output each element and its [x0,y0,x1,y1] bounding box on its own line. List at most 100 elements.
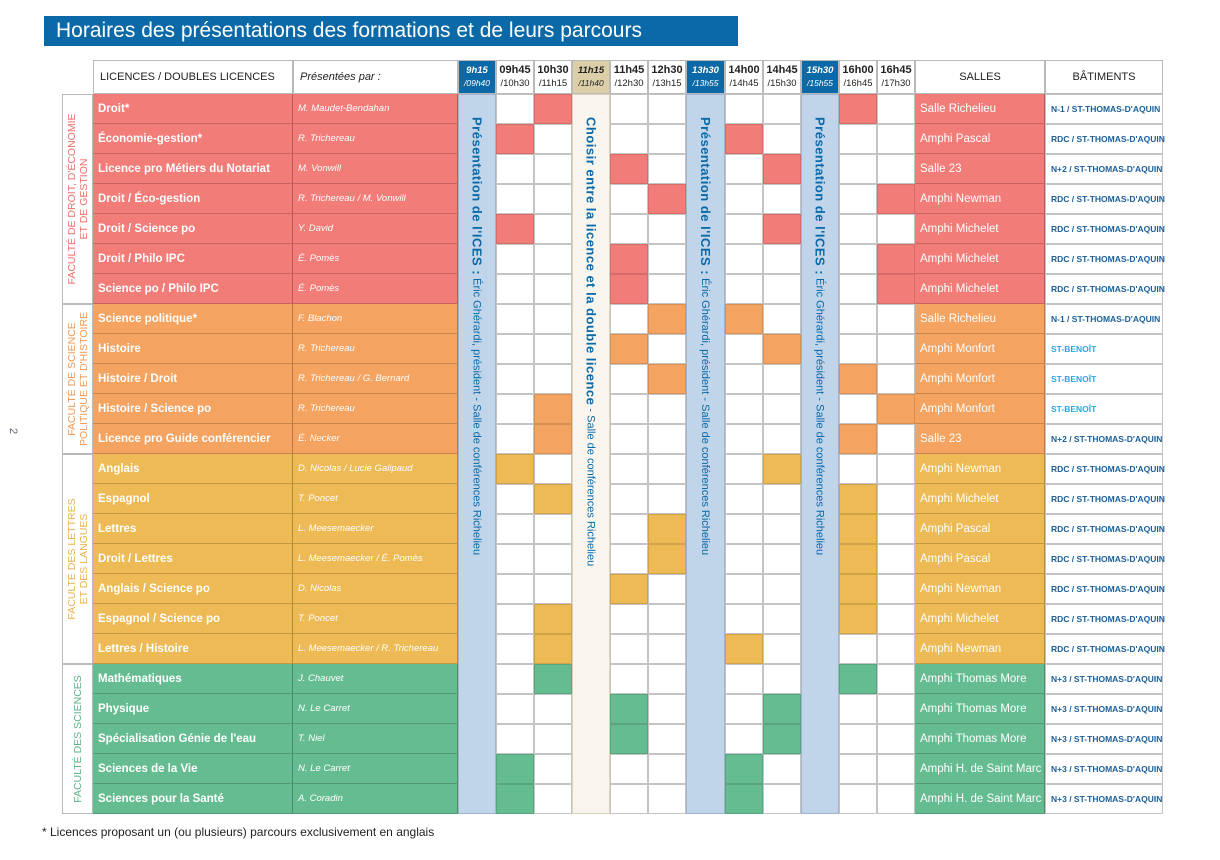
batiment-name: N+2 / ST-THOMAS-D'AQUIN [1051,434,1163,444]
schedule-cell [648,784,686,814]
salle: Amphi Newman [915,454,1045,484]
timeslot-end: /10h30 [500,78,530,89]
presenter: É. Pomès [293,244,458,274]
licence-label: Lettres [98,522,137,535]
licence-name: Science politique* [93,304,293,334]
schedule-cell [725,694,763,724]
licence-label: Licence pro Métiers du Notariat [98,162,270,175]
timeslot-header: 16h00/16h45 [839,60,877,94]
salle-name: Amphi Thomas More [920,672,1027,685]
batiment: RDC / ST-THOMAS-D'AQUIN [1045,484,1165,514]
schedule-cell [496,304,534,334]
batiment-name: RDC / ST-THOMAS-D'AQUIN [1051,584,1165,594]
presenter-name: T. Poncet [298,493,338,504]
schedule-cell [496,274,534,304]
schedule-cell [763,754,801,784]
schedule-cell [534,574,572,604]
schedule-cell-filled [839,664,877,694]
batiment-name: RDC / ST-THOMAS-D'AQUIN [1051,644,1165,654]
schedule-cell [534,364,572,394]
schedule-cell-filled [725,784,763,814]
licence-name: Histoire [93,334,293,364]
licence-label: Science politique* [98,312,198,325]
salle: Amphi Thomas More [915,664,1045,694]
timeslot-start: 9h15 [466,65,488,76]
batiment: RDC / ST-THOMAS-D'AQUIN [1045,214,1165,244]
schedule-cell-filled [496,754,534,784]
licence-label: Mathématiques [98,672,182,685]
batiment-name: RDC / ST-THOMAS-D'AQUIN [1051,254,1165,264]
schedule-cell [877,604,915,634]
schedule-cell [763,184,801,214]
schedule-cell [839,724,877,754]
batiment-name: RDC / ST-THOMAS-D'AQUIN [1051,614,1165,624]
licence-label: Droit / Lettres [98,552,173,565]
presenter-name: É. Pomès [298,253,340,264]
timeslot-start: 09h45 [499,64,531,76]
batiment-name: N+3 / ST-THOMAS-D'AQUIN [1051,764,1163,774]
salle: Amphi Newman [915,574,1045,604]
page-number: 2 [7,427,20,435]
schedule-cell [496,694,534,724]
schedule-cell-filled [839,514,877,544]
presenter: É. Necker [293,424,458,454]
schedule-cell-filled [877,244,915,274]
schedule-cell [839,184,877,214]
presenter: L. Meesemaecker [293,514,458,544]
timeslot-end: /15h55 [807,78,833,88]
schedule-cell [725,424,763,454]
schedule-cell [725,664,763,694]
schedule-cell [610,184,648,214]
salle: Amphi Thomas More [915,694,1045,724]
licence-label: Licence pro Guide conférencier [98,432,271,445]
schedule-cell [610,634,648,664]
schedule-cell-filled [839,424,877,454]
band-title: Présentation de l'ICES : [469,117,485,276]
batiment: RDC / ST-THOMAS-D'AQUIN [1045,604,1165,634]
band-choisir: Choisir entre la licence et la double li… [572,94,610,814]
licence-name: Sciences de la Vie [93,754,293,784]
licence-name: Lettres / Histoire [93,634,293,664]
timeslot-header: 9h15/09h40 [458,60,496,94]
presenter-name: D. Nicolas / Lucie Galipaud [298,463,413,474]
schedule-cell [534,454,572,484]
schedule-cell [610,484,648,514]
salle-name: Amphi Michelet [920,252,999,265]
timeslot-end: /16h45 [843,78,873,89]
timeslot-header: 09h45/10h30 [496,60,534,94]
presenter-name: N. Le Carret [298,703,350,714]
salle-name: Amphi Michelet [920,282,999,295]
schedule-cell [648,604,686,634]
schedule-cell-filled [763,724,801,754]
schedule-cell-filled [534,664,572,694]
band-text: Présentation de l'ICES : Éric Ghérardi, … [698,117,713,813]
licence-label: Science po / Philo IPC [98,282,219,295]
schedule-cell [496,244,534,274]
faculty-label: FACULTÉ DE SCIENCE POLITIQUE ET D'HISTOI… [62,304,93,454]
timeslot-header: 12h30/13h15 [648,60,686,94]
schedule-cell [648,394,686,424]
timeslot-header: 16h45/17h30 [877,60,915,94]
presenter: T. Poncet [293,484,458,514]
schedule-cell [725,724,763,754]
licence-name: Histoire / Science po [93,394,293,424]
schedule-cell [839,214,877,244]
presenter: M. Maudet-Bendahan [293,94,458,124]
licence-label: Espagnol / Science po [98,612,221,625]
band-subtitle: Éric Ghérardi, président - Salle de conf… [699,275,711,556]
schedule-cell [877,664,915,694]
presenter: M. Vonwill [293,154,458,184]
schedule-cell [534,274,572,304]
schedule-cell [725,244,763,274]
schedule-cell [877,124,915,154]
presenter-name: M. Vonwill [298,163,341,174]
schedule-cell [725,154,763,184]
presenter-name: A. Coradin [298,793,343,804]
schedule-cell [610,664,648,694]
schedule-cell-filled [839,94,877,124]
schedule-cell [839,784,877,814]
band-title: Choisir entre la licence et la double li… [583,117,599,406]
batiment-name: N+3 / ST-THOMAS-D'AQUIN [1051,794,1163,804]
batiment: RDC / ST-THOMAS-D'AQUIN [1045,244,1165,274]
schedule-cell [839,154,877,184]
